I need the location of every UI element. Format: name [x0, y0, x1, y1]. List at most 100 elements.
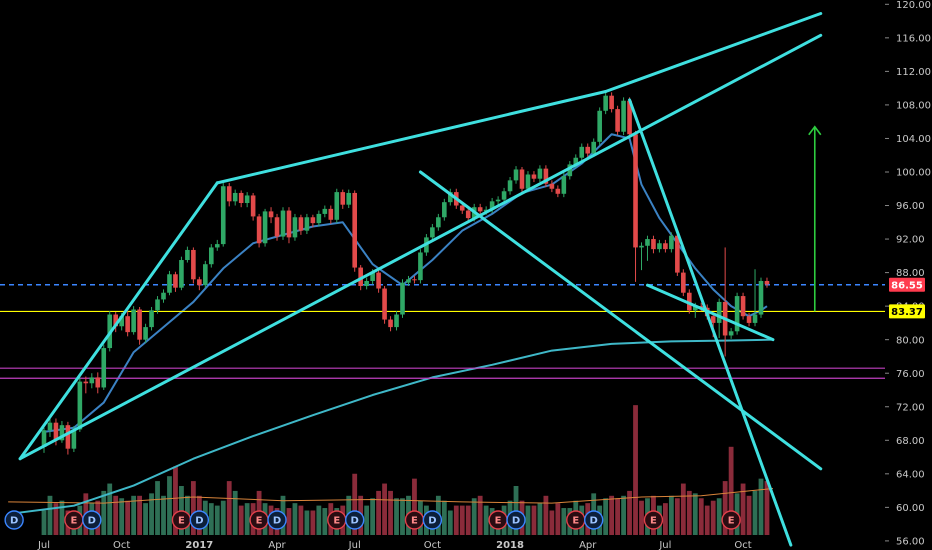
candle-body — [53, 422, 59, 441]
trend-line[interactable] — [18, 181, 219, 461]
dividend-event-badge[interactable] — [584, 510, 604, 530]
candle-body — [633, 134, 638, 248]
candle-body — [663, 243, 668, 250]
volume-bar — [716, 498, 722, 535]
candle-body — [477, 207, 483, 212]
candle-body — [382, 288, 387, 320]
dividend-event-badge[interactable] — [4, 510, 24, 530]
candle-body — [238, 192, 244, 204]
candle-body — [388, 319, 393, 328]
volume-bar — [615, 498, 620, 535]
candle-body — [167, 274, 172, 293]
event-label: E — [572, 516, 579, 527]
volume-bar — [674, 498, 680, 535]
volume-bar — [59, 500, 65, 535]
candle-body — [692, 306, 698, 311]
event-label: E — [495, 516, 502, 527]
candle-body — [728, 331, 734, 336]
trend-line[interactable] — [604, 12, 823, 93]
trend-lines-layer[interactable] — [18, 12, 823, 547]
candle-body — [549, 183, 555, 189]
event-label: D — [273, 516, 281, 527]
y-tick-label: 100.00 — [896, 168, 931, 179]
volume-bar — [304, 510, 310, 535]
volume-bar — [107, 483, 113, 535]
event-label: D — [195, 516, 203, 527]
candle-body — [250, 195, 256, 217]
event-label: D — [351, 516, 359, 527]
candle-body — [627, 100, 632, 135]
dividend-event-badge[interactable] — [82, 510, 102, 530]
trend-line[interactable] — [215, 89, 608, 185]
candle-body — [657, 243, 662, 250]
trend-line[interactable] — [418, 170, 823, 471]
candle-body — [328, 208, 334, 220]
x-axis: Jul Oct 2017 Apr Jul Oct 2018 Apr Jul Oct — [37, 540, 752, 550]
trend-line[interactable] — [628, 98, 793, 547]
candle-body — [334, 192, 340, 220]
event-label: E — [256, 516, 263, 527]
volume-bar — [627, 490, 632, 535]
earnings-event-badge[interactable] — [721, 510, 741, 530]
volume-bar — [125, 500, 131, 535]
candle-body — [286, 210, 292, 238]
volume-bar — [143, 503, 148, 535]
candle-body — [59, 425, 65, 441]
earnings-event-badge[interactable] — [643, 510, 664, 530]
dividend-event-badge[interactable] — [506, 510, 526, 530]
volume-bar — [692, 493, 698, 535]
candle-body — [131, 309, 136, 333]
candle-body — [292, 217, 298, 238]
candle-body — [143, 327, 148, 340]
volume-bar — [322, 508, 328, 535]
candle-body — [220, 186, 226, 245]
volume-bar — [53, 503, 59, 535]
volume-bar — [543, 495, 549, 535]
y-tick-label: 96.00 — [896, 201, 925, 212]
volume-bar — [310, 510, 316, 535]
candle-body — [280, 210, 286, 237]
y-tick-label: 112.00 — [896, 67, 931, 78]
volume-bar — [531, 505, 537, 535]
volume-bar — [292, 503, 298, 535]
dividend-event-badge[interactable] — [345, 510, 365, 530]
x-tick-label: Jul — [658, 540, 671, 550]
candle-body — [495, 199, 501, 202]
x-tick-label: Oct — [734, 540, 751, 550]
trend-line[interactable] — [18, 33, 823, 461]
target-arrow-head[interactable] — [808, 125, 822, 136]
candle-body — [41, 430, 47, 447]
volume-bar — [555, 503, 561, 535]
volume-bar — [698, 498, 704, 535]
candle-body — [651, 239, 656, 250]
target-arrow-layer[interactable] — [808, 125, 822, 312]
candle-body — [675, 235, 680, 273]
candle-body — [716, 301, 722, 323]
volume-bar — [728, 446, 734, 535]
volume-bar — [704, 505, 710, 535]
trend-line[interactable] — [645, 283, 775, 342]
volume-bar — [388, 490, 393, 535]
y-tick-label: 76.00 — [896, 369, 925, 380]
event-label: E — [178, 516, 185, 527]
candle-body — [113, 314, 118, 327]
x-tick-label: Jul — [37, 540, 50, 550]
candle-body — [179, 260, 184, 288]
dividend-event-badge[interactable] — [422, 510, 443, 530]
dividend-event-badge[interactable] — [267, 510, 287, 530]
candle-body — [197, 279, 202, 286]
candle-body — [465, 210, 471, 219]
volume-bar — [400, 498, 405, 535]
price-tag-label: 83.37 — [891, 307, 923, 318]
volume-bar — [459, 505, 465, 535]
dividend-event-badge[interactable] — [189, 510, 210, 530]
candle-body — [268, 211, 274, 218]
y-axis: 120.00 116.00 112.00 108.00 104.00 100.00 96.0… — [885, 0, 932, 550]
y-tick-label: 64.00 — [896, 469, 925, 480]
candle-body — [412, 279, 417, 281]
x-tick-label: Jul — [348, 540, 361, 550]
event-label: E — [728, 516, 735, 527]
